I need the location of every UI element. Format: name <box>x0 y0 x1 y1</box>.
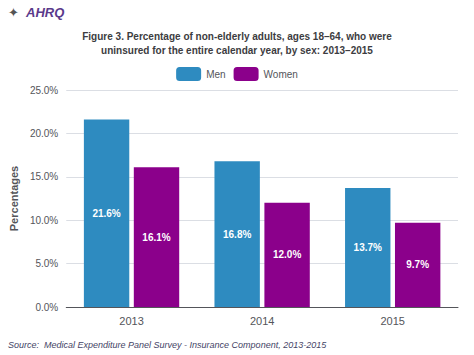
svg-text:9.7%: 9.7% <box>406 259 429 270</box>
svg-text:2015: 2015 <box>380 315 404 327</box>
svg-text:16.1%: 16.1% <box>142 232 170 243</box>
svg-text:uninsured for the entire calen: uninsured for the entire calendar year, … <box>101 45 373 56</box>
svg-text:Men: Men <box>206 69 225 80</box>
svg-text:16.8%: 16.8% <box>223 229 251 240</box>
svg-text:5.0%: 5.0% <box>35 258 58 269</box>
svg-text:25.0%: 25.0% <box>30 85 58 96</box>
svg-text:10.0%: 10.0% <box>30 215 58 226</box>
svg-text:✦: ✦ <box>8 5 19 20</box>
svg-text:12.0%: 12.0% <box>273 249 301 260</box>
svg-text:0.0%: 0.0% <box>35 302 58 313</box>
svg-text:AHRQ: AHRQ <box>25 5 64 20</box>
svg-text:13.7%: 13.7% <box>354 242 382 253</box>
svg-text:21.6%: 21.6% <box>92 208 120 219</box>
svg-text:2013: 2013 <box>119 315 143 327</box>
svg-text:2014: 2014 <box>250 315 274 327</box>
svg-text:15.0%: 15.0% <box>30 171 58 182</box>
svg-text:Figure 3. Percentage of non-el: Figure 3. Percentage of non-elderly adul… <box>82 31 392 42</box>
svg-text:Women: Women <box>264 69 298 80</box>
svg-text:Percentages: Percentages <box>8 166 20 231</box>
svg-text:20.0%: 20.0% <box>30 128 58 139</box>
svg-text:Source: Medical Expenditure P: Source: Medical Expenditure Panel Survey… <box>8 340 327 350</box>
